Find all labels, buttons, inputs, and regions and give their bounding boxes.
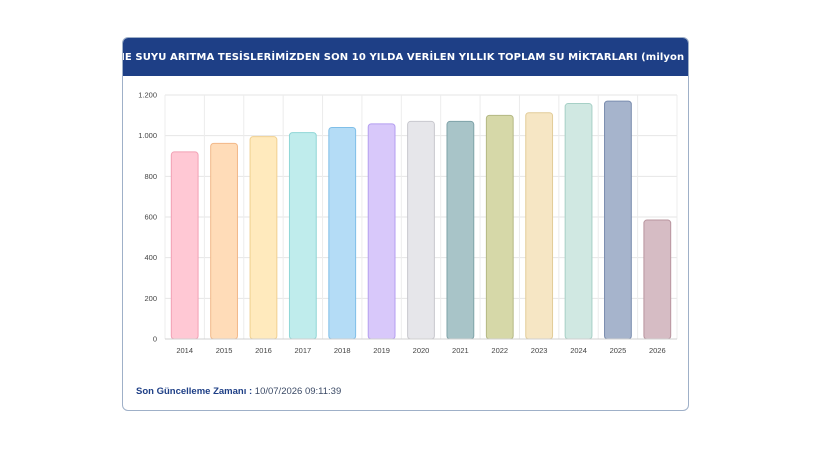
last-update-value: 10/07/2026 09:11:39: [254, 386, 342, 397]
bar-2022: [485, 114, 514, 340]
y-tick-label: 600: [144, 213, 157, 222]
bar-2018: [328, 127, 357, 340]
y-tick-label: 400: [144, 253, 157, 262]
bar-2021: [446, 120, 475, 340]
y-tick-label: 800: [144, 172, 157, 181]
x-tick-label: 2018: [334, 346, 351, 355]
y-tick-label: 200: [144, 294, 157, 303]
x-tick-label: 2023: [531, 346, 548, 355]
y-tick-label: 0: [153, 335, 157, 344]
last-update: Son Güncelleme Zamanı : 10/07/2026 09:11…: [136, 386, 341, 397]
x-tick-label: 2022: [491, 346, 508, 355]
x-tick-label: 2014: [176, 346, 193, 355]
bar-2025: [604, 100, 632, 340]
x-tick-label: 2026: [649, 346, 666, 355]
bar-2014: [170, 151, 199, 340]
x-tick-label: 2020: [413, 346, 430, 355]
x-tick-label: 2021: [452, 346, 469, 355]
x-tick-label: 2019: [373, 346, 390, 355]
bar-2026: [643, 219, 672, 340]
bar-2019: [367, 123, 396, 340]
bar-2020: [407, 120, 435, 340]
x-tick-label: 2024: [570, 346, 587, 355]
bar-2023: [525, 112, 554, 340]
y-tick-label: 1.200: [138, 91, 157, 100]
bar-chart: 0 200 400 600 800 1.000 1.200 2014 2015 2016 2017 2…: [138, 91, 678, 355]
x-tick-label: 2025: [610, 346, 627, 355]
bar-2015: [210, 142, 238, 340]
x-tick-label: 2016: [255, 346, 272, 355]
chart-area: 0 200 400 600 800 1.000 1.200 2014 2015 2016 2017 2…: [123, 76, 688, 366]
x-tick-label: 2015: [216, 346, 233, 355]
last-update-label: Son Güncelleme Zamanı :: [136, 386, 253, 397]
x-tick-label: 2017: [295, 346, 312, 355]
chart-title: İÇME SUYU ARITMA TESİSLERİMİZDEN SON 10 …: [123, 38, 688, 76]
bar-2016: [249, 136, 278, 340]
bar-2024: [564, 103, 593, 340]
bar-2017: [288, 132, 317, 340]
y-tick-label: 1.000: [138, 131, 157, 140]
chart-card: İÇME SUYU ARITMA TESİSLERİMİZDEN SON 10 …: [122, 37, 689, 411]
